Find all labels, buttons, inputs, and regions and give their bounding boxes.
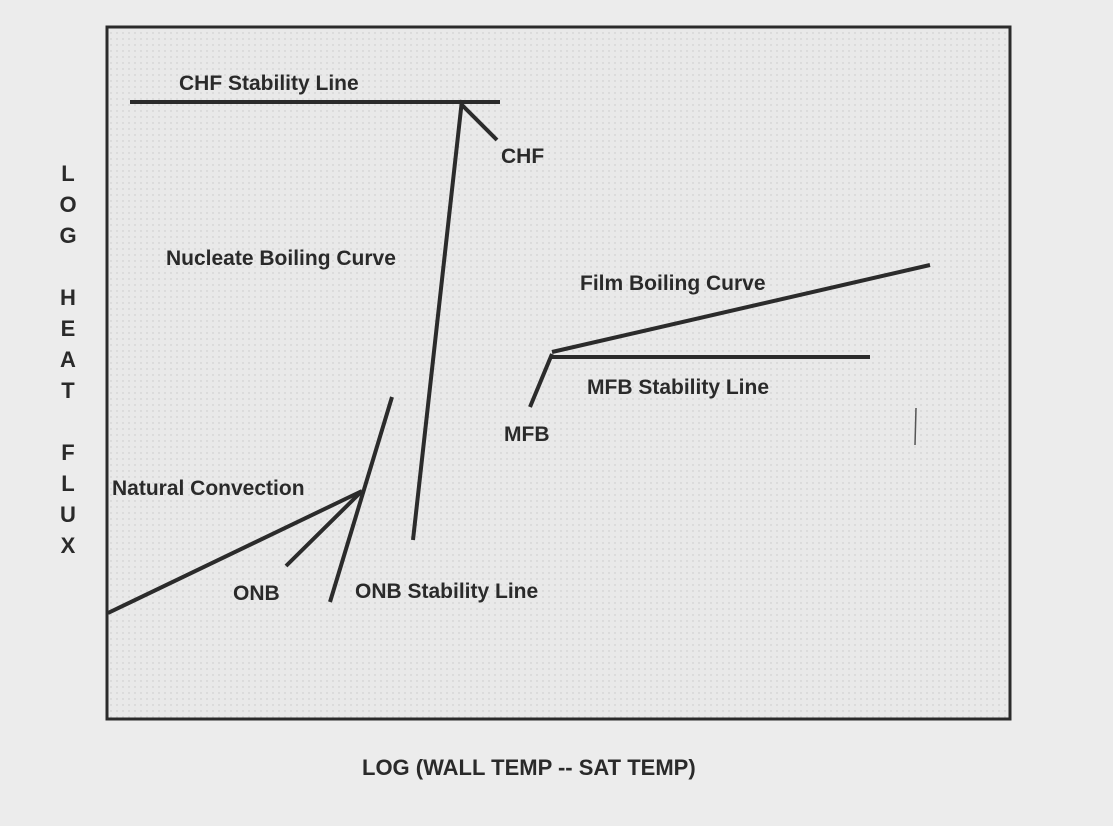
y-axis-letter: T xyxy=(61,378,75,403)
y-axis-letter: F xyxy=(61,440,74,465)
scan-mark xyxy=(914,407,917,446)
onb-label: ONB xyxy=(233,582,280,605)
film-boiling-curve-label: Film Boiling Curve xyxy=(580,272,766,295)
y-axis-letter: H xyxy=(60,285,76,310)
chf-leader-line xyxy=(460,103,499,142)
nucleate-boiling-curve xyxy=(411,99,464,541)
chf-stability-line-label: CHF Stability Line xyxy=(179,72,359,95)
onb-stability-line-label: ONB Stability Line xyxy=(355,580,538,603)
y-axis-letter: G xyxy=(59,223,76,248)
mfb-label: MFB xyxy=(504,423,550,446)
onb-stability-line xyxy=(328,396,394,603)
mfb-leader-line xyxy=(528,353,554,408)
plot-frame xyxy=(105,25,1012,721)
y-axis-letter: X xyxy=(61,533,76,558)
y-axis-letter: A xyxy=(60,347,76,372)
y-axis-letter: L xyxy=(61,161,74,186)
y-axis-label: L O G H E A T F L U X xyxy=(59,161,76,558)
y-axis-letter: L xyxy=(61,471,74,496)
natural-convection-label: Natural Convection xyxy=(112,477,305,500)
y-axis-letter: O xyxy=(59,192,76,217)
nucleate-boiling-curve-label: Nucleate Boiling Curve xyxy=(166,247,396,270)
x-axis-label: LOG (WALL TEMP -- SAT TEMP) xyxy=(362,755,696,780)
film-boiling-curve xyxy=(551,263,931,354)
chf-label: CHF xyxy=(501,145,544,168)
onb-leader-line xyxy=(284,489,364,568)
mfb-stability-line-label: MFB Stability Line xyxy=(587,376,769,399)
y-axis-letter: U xyxy=(60,502,76,527)
y-axis-letter: E xyxy=(61,316,76,341)
natural-convection-curve xyxy=(107,489,363,615)
